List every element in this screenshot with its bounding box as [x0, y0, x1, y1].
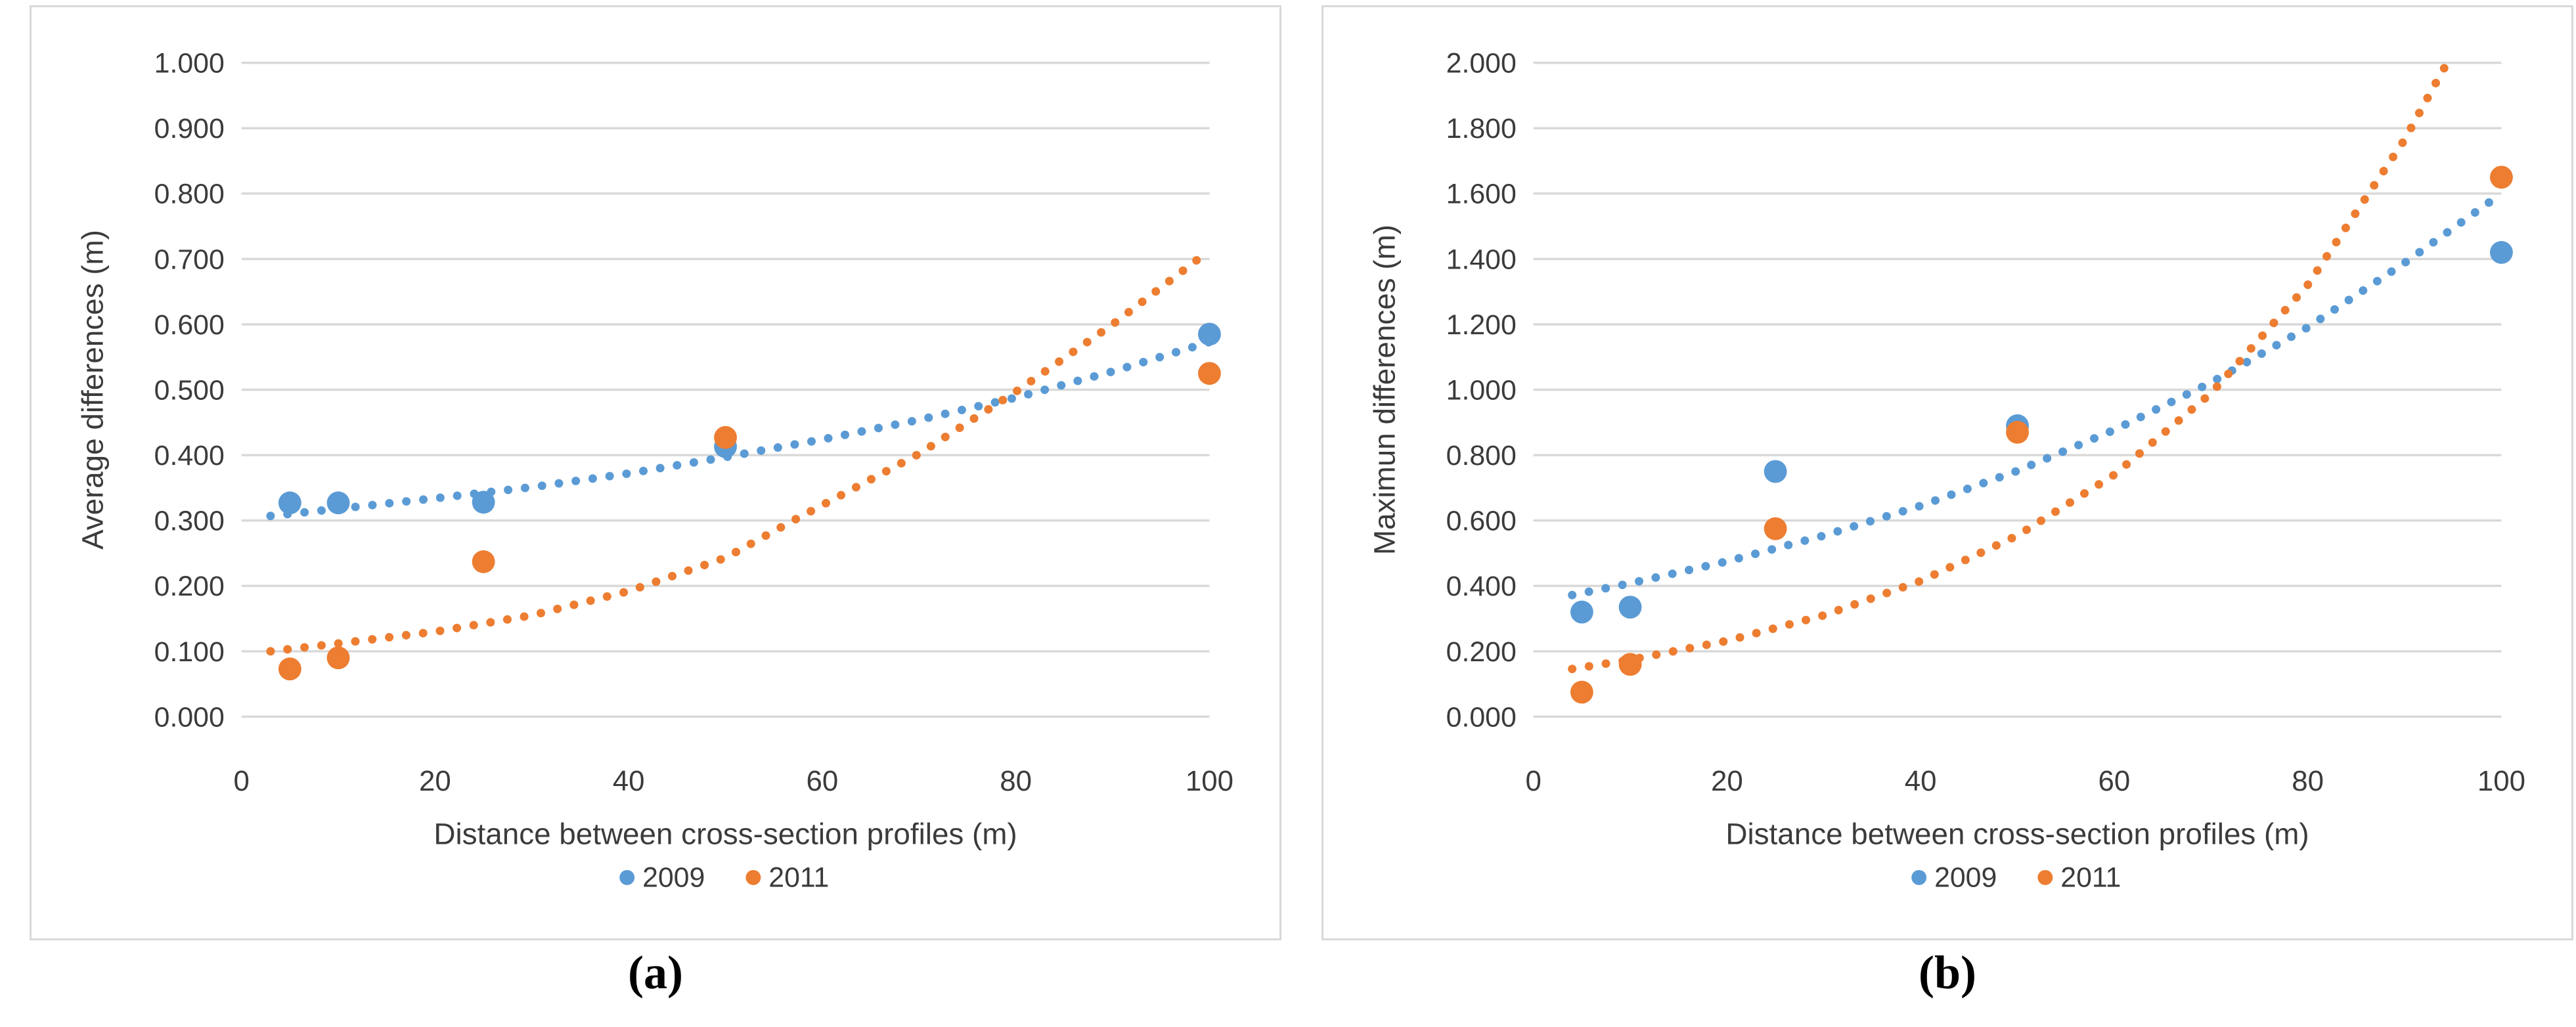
trendline-2009 — [1568, 189, 2506, 600]
data-point-2009 — [1198, 322, 1221, 346]
legend-label-2009: 2009 — [642, 862, 705, 893]
y-tick-label: 1.600 — [1446, 179, 1517, 210]
x-tick-label: 80 — [1000, 765, 1032, 797]
data-point-2009 — [278, 491, 301, 515]
x-axis-title: Distance between cross-section profiles … — [1725, 818, 2309, 851]
data-point-2011 — [1570, 680, 1593, 704]
data-point-2011 — [1198, 362, 1221, 385]
x-tick-label: 0 — [233, 765, 249, 797]
y-axis-title: Average differences (m) — [76, 230, 110, 550]
y-axis-title: Maximun differences (m) — [1368, 225, 1402, 555]
chart-panel-a: 1.000 0.900 0.800 0.700 0.600 0.500 0.400 0.300… — [30, 5, 1281, 940]
trendline-2009 — [266, 338, 1214, 521]
legend-label-2011: 2011 — [768, 862, 829, 893]
data-point-2009 — [472, 491, 495, 514]
caption-b: (b) — [1919, 946, 1976, 999]
trendline-group — [1568, 61, 2506, 674]
chart-panel-b: 2.000 1.800 1.600 1.400 1.200 1.000 0.800 0.600… — [1321, 5, 2573, 940]
trendline-group — [266, 246, 1214, 656]
y-tick-label: 0.600 — [154, 309, 225, 341]
y-tick-label: 2.000 — [1446, 48, 1517, 79]
data-point-2011 — [1618, 653, 1642, 676]
trendline-2011 — [1568, 61, 2454, 674]
y-tick-label: 0.200 — [154, 571, 225, 602]
data-point-2009 — [1570, 600, 1593, 624]
y-tick-label: 0.400 — [154, 440, 225, 471]
data-point-2011 — [2490, 165, 2513, 189]
trendline-2011 — [266, 246, 1214, 656]
legend-label-2011: 2011 — [2060, 862, 2121, 893]
data-point-2011 — [326, 646, 350, 670]
caption-a: (a) — [628, 946, 683, 999]
y-tick-label: 0.200 — [1446, 636, 1517, 668]
data-point-2011 — [472, 550, 495, 573]
legend-marker-2009 — [619, 869, 635, 885]
y-tick-label: 0.500 — [154, 374, 225, 406]
x-tick-label: 20 — [419, 765, 451, 797]
data-point-2011 — [278, 657, 301, 681]
x-tick-label: 80 — [2292, 765, 2324, 797]
data-point-2009 — [326, 491, 350, 515]
x-axis-title: Distance between cross-section profiles … — [433, 818, 1017, 851]
x-tick-label: 100 — [1186, 765, 1233, 797]
y-tick-label: 0.700 — [154, 244, 225, 275]
x-tick-label: 40 — [613, 765, 645, 797]
y-tick-label: 0.800 — [1446, 440, 1517, 471]
y-tick-label: 0.300 — [154, 506, 225, 537]
y-tick-label: 0.800 — [154, 179, 225, 210]
x-tick-label: 100 — [2477, 765, 2525, 797]
y-tick-label: 0.000 — [1446, 701, 1517, 733]
data-point-2009 — [1764, 460, 1787, 483]
data-point-2011 — [714, 426, 737, 449]
y-tick-label: 1.400 — [1446, 244, 1517, 275]
x-tick-label: 40 — [1905, 765, 1937, 797]
scatter-chart-a: 1.000 0.900 0.800 0.700 0.600 0.500 0.400 0.300… — [76, 48, 1233, 894]
y-tick-label: 1.000 — [154, 48, 225, 79]
x-tick-label: 20 — [1711, 765, 1743, 797]
y-tick-label: 1.200 — [1446, 309, 1517, 341]
y-tick-label: 0.600 — [1446, 506, 1517, 537]
data-point-2009 — [1618, 596, 1642, 619]
y-tick-label: 0.400 — [1446, 571, 1517, 602]
x-tick-label: 60 — [807, 765, 839, 797]
y-tick-label: 0.900 — [154, 113, 225, 144]
x-tick-label: 60 — [2099, 765, 2131, 797]
data-point-2011 — [1764, 517, 1787, 540]
y-tick-label: 0.100 — [154, 636, 225, 668]
legend-label-2009: 2009 — [1934, 862, 1997, 893]
y-tick-label: 0.000 — [154, 701, 225, 733]
legend-marker-2011 — [745, 869, 761, 885]
y-tick-label: 1.800 — [1446, 113, 1517, 144]
x-tick-label: 0 — [1525, 765, 1541, 797]
scatter-chart-b: 2.000 1.800 1.600 1.400 1.200 1.000 0.800 0.600… — [1368, 48, 2525, 894]
y-tick-label: 1.000 — [1446, 374, 1517, 406]
legend-marker-2009 — [1911, 869, 1927, 885]
legend-marker-2011 — [2037, 869, 2053, 885]
data-point-2011 — [2006, 420, 2029, 444]
data-point-2009 — [2490, 240, 2513, 264]
